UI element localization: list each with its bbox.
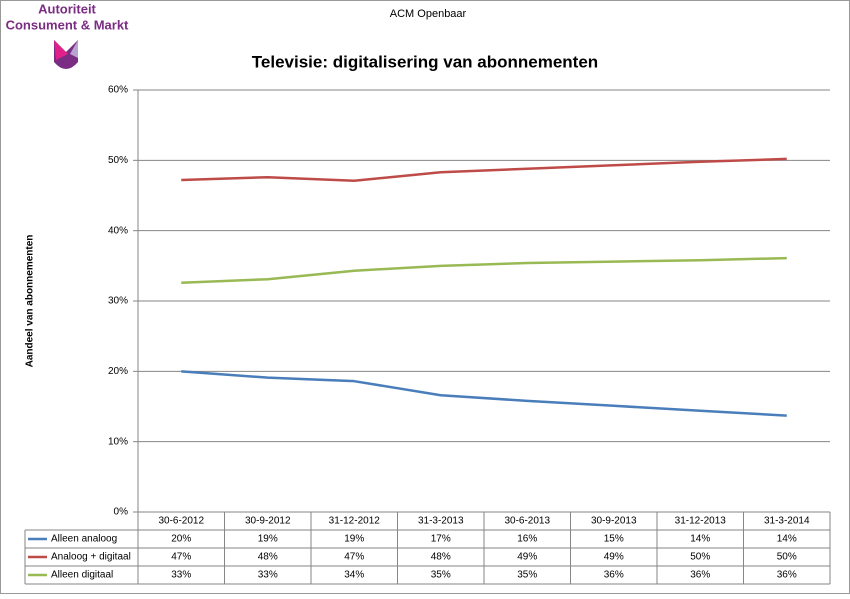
- series-line: [181, 370, 787, 417]
- x-tick-label: 31-12-2012: [329, 516, 381, 527]
- y-tick-label: 40%: [108, 225, 128, 236]
- table-value: 35%: [431, 570, 451, 581]
- logo-icon: [54, 40, 78, 69]
- logo-text: Autoriteit: [38, 1, 96, 16]
- x-tick-label: 30-6-2013: [504, 516, 550, 527]
- table-value: 16%: [517, 534, 537, 545]
- classification: ACM Openbaar: [390, 8, 467, 20]
- table-value: 50%: [777, 552, 797, 563]
- table-value: 15%: [604, 534, 624, 545]
- x-tick-label: 30-9-2013: [591, 516, 637, 527]
- table-value: 47%: [171, 552, 191, 563]
- legend-label: Alleen analoog: [51, 534, 117, 545]
- table-value: 47%: [344, 552, 364, 563]
- logo-text: Consument & Markt: [6, 17, 129, 32]
- table-value: 14%: [690, 534, 710, 545]
- table-value: 14%: [777, 534, 797, 545]
- table-value: 35%: [517, 570, 537, 581]
- x-tick-label: 31-12-2013: [675, 516, 727, 527]
- y-tick-label: 10%: [108, 436, 128, 447]
- table-value: 49%: [517, 552, 537, 563]
- series-line: [181, 256, 787, 284]
- y-tick-label: 60%: [108, 85, 128, 96]
- series-line: [181, 157, 787, 182]
- x-tick-label: 30-9-2012: [245, 516, 291, 527]
- legend-label: Alleen digitaal: [51, 570, 113, 581]
- table-value: 19%: [344, 534, 364, 545]
- table-value: 19%: [258, 534, 278, 545]
- chart-title: Televisie: digitalisering van abonnement…: [252, 52, 598, 71]
- y-tick-label: 50%: [108, 155, 128, 166]
- table-value: 34%: [344, 570, 364, 581]
- table-value: 50%: [690, 552, 710, 563]
- table-value: 17%: [431, 534, 451, 545]
- y-tick-label: 0%: [114, 507, 129, 518]
- x-tick-label: 31-3-2014: [764, 516, 810, 527]
- y-tick-label: 20%: [108, 366, 128, 377]
- table-value: 33%: [258, 570, 278, 581]
- table-value: 36%: [777, 570, 797, 581]
- x-tick-label: 30-6-2012: [158, 516, 204, 527]
- y-axis-label: Aandeel van abonnementen: [25, 235, 36, 368]
- table-value: 36%: [604, 570, 624, 581]
- x-tick-label: 31-3-2013: [418, 516, 464, 527]
- y-tick-label: 30%: [108, 296, 128, 307]
- table-value: 49%: [604, 552, 624, 563]
- table-value: 33%: [171, 570, 191, 581]
- table-value: 20%: [171, 534, 191, 545]
- table-value: 48%: [431, 552, 451, 563]
- legend-label: Analoog + digitaal: [51, 552, 131, 563]
- table-value: 36%: [690, 570, 710, 581]
- table-value: 48%: [258, 552, 278, 563]
